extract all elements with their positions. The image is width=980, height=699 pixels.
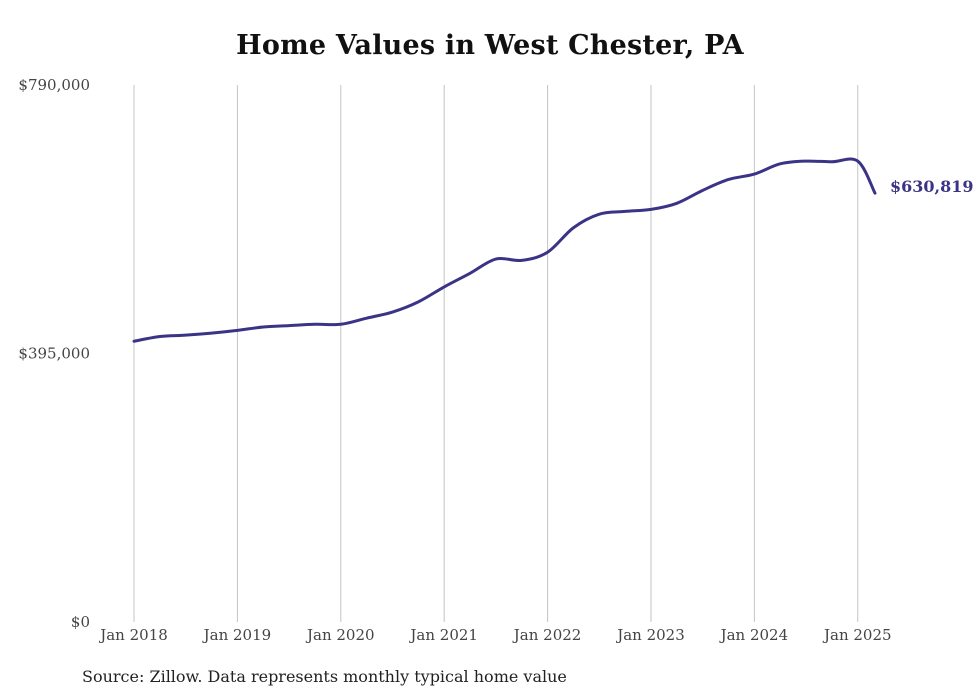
- data-point: [261, 325, 265, 329]
- data-point: [287, 324, 291, 328]
- data-point: [675, 201, 679, 205]
- data-point: [313, 322, 317, 326]
- data-point: [365, 316, 369, 320]
- x-tick-label: Jan 2020: [305, 626, 375, 644]
- data-point: [649, 207, 653, 211]
- data-point: [701, 188, 705, 192]
- data-point: [235, 328, 239, 332]
- data-point: [132, 339, 136, 343]
- data-point: [778, 162, 782, 166]
- data-point: [856, 159, 860, 163]
- data-point: [339, 322, 343, 326]
- data-point: [546, 250, 550, 254]
- data-point: [158, 335, 162, 339]
- data-point: [623, 209, 627, 213]
- data-point: [804, 159, 808, 163]
- data-point: [727, 177, 731, 181]
- data-point: [390, 310, 394, 314]
- source-note: Source: Zillow. Data represents monthly …: [82, 667, 567, 686]
- x-tick-label: Jan 2022: [512, 626, 582, 644]
- y-tick-label: $395,000: [18, 345, 90, 363]
- data-point: [571, 226, 575, 230]
- chart-title: Home Values in West Chester, PA: [236, 30, 744, 61]
- series-layer: [132, 157, 877, 343]
- y-tick-label: $790,000: [18, 76, 90, 94]
- x-tick-label: Jan 2023: [615, 626, 685, 644]
- data-point: [442, 285, 446, 289]
- x-tick-label: Jan 2021: [408, 626, 478, 644]
- data-point: [468, 271, 472, 275]
- y-tick-label: $0: [71, 613, 90, 631]
- data-point: [210, 331, 214, 335]
- x-tick-label: Jan 2024: [719, 626, 789, 644]
- x-axis-ticks: Jan 2018 Jan 2019 Jan 2020 Jan 2021 Jan 2022…: [98, 626, 891, 644]
- data-point: [830, 160, 834, 164]
- data-point: [416, 300, 420, 304]
- y-axis-ticks: $0 $395,000 $790,000: [18, 76, 90, 631]
- x-tick-label: Jan 2019: [202, 626, 272, 644]
- gridlines: [133, 85, 859, 622]
- series-line: [132, 157, 877, 343]
- data-point: [873, 191, 877, 195]
- x-tick-label: Jan 2025: [822, 626, 892, 644]
- end-label-layer: $630,819: [890, 177, 974, 196]
- data-point: [494, 257, 498, 261]
- data-point: [184, 333, 188, 337]
- end-value-label: $630,819: [890, 177, 974, 196]
- data-point: [520, 258, 524, 262]
- data-point: [597, 212, 601, 216]
- data-point: [752, 172, 756, 176]
- x-tick-label: Jan 2018: [98, 626, 168, 644]
